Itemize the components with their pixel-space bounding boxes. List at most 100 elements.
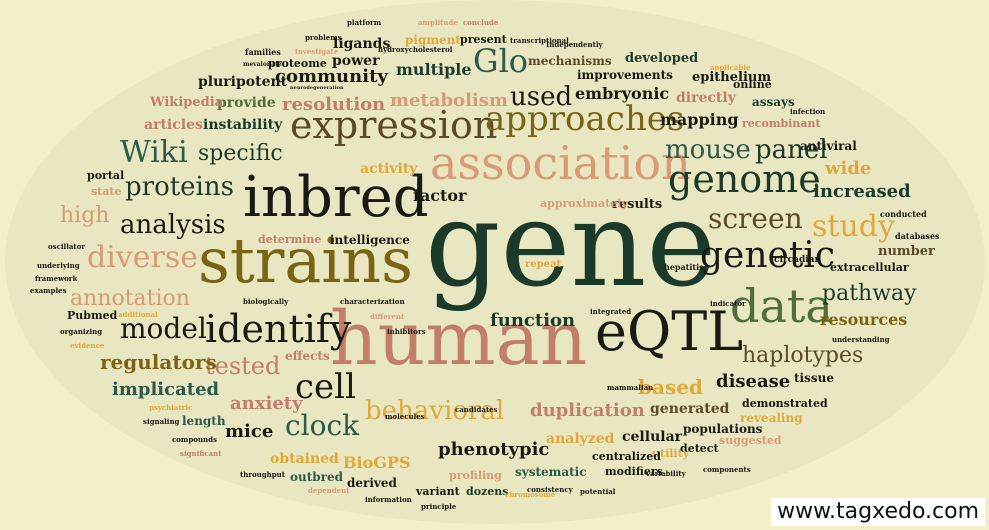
cloud-word: assays <box>752 95 795 109</box>
cloud-word: mice <box>225 421 274 442</box>
cloud-word: oscillator <box>48 242 85 251</box>
cloud-word: dependent <box>308 486 350 495</box>
cloud-word: throughput <box>240 470 285 479</box>
cloud-word: approximately <box>540 197 628 210</box>
cloud-word: based <box>638 375 703 399</box>
cloud-word: ligands <box>333 36 391 52</box>
cloud-word: repeat <box>525 259 562 270</box>
cloud-word: chromosome <box>505 490 556 499</box>
cloud-word: epithelium <box>692 70 772 85</box>
cloud-word: molecules <box>385 412 425 421</box>
cloud-word: analysis <box>120 210 226 240</box>
cloud-word: pigment <box>405 33 461 47</box>
cloud-word: portal <box>87 169 125 182</box>
cloud-word: resolution <box>282 94 386 115</box>
cloud-word: anxiety <box>230 393 303 414</box>
cloud-word: model <box>120 312 207 345</box>
cloud-word: used <box>510 82 573 112</box>
cloud-word: framework <box>35 274 78 283</box>
cloud-word: signaling <box>143 417 180 426</box>
cloud-word: integrated <box>590 307 632 316</box>
cloud-word: problems <box>305 33 342 42</box>
cloud-word: multiple <box>396 60 472 79</box>
cloud-word: activity <box>360 161 418 177</box>
cloud-word: information <box>365 495 412 504</box>
cloud-word: duplication <box>530 400 645 421</box>
cloud-word: behavioral <box>365 396 505 426</box>
cloud-word: identify <box>205 307 352 351</box>
cloud-word: organizing <box>60 327 103 336</box>
cloud-word: power <box>332 53 380 69</box>
cloud-word: human <box>330 296 588 382</box>
cloud-word: platform <box>347 18 382 27</box>
cloud-word: Glo <box>473 42 529 80</box>
cloud-word: wide <box>825 158 872 179</box>
cloud-word: utility <box>652 447 690 460</box>
cloud-word: effects <box>285 349 330 363</box>
cloud-word: profiling <box>449 469 502 482</box>
cloud-word: factor <box>413 186 467 205</box>
cloud-word: principle <box>421 502 457 511</box>
cloud-word: indicator <box>710 299 746 308</box>
cloud-word: data <box>730 279 833 333</box>
cloud-word: amplitude <box>418 18 458 27</box>
cloud-word: genome <box>668 157 821 201</box>
cloud-word: mammalian <box>607 383 654 392</box>
cloud-word: circadian <box>774 255 822 265</box>
cloud-word: variant <box>416 485 460 498</box>
cloud-word: proteome <box>268 57 327 70</box>
cloud-word: eQTL <box>595 300 744 363</box>
cloud-word: consistency <box>527 485 573 494</box>
cloud-word: community <box>275 66 388 87</box>
cloud-word: strains <box>198 224 413 297</box>
cloud-word: online <box>733 78 772 91</box>
cloud-word: modifiers <box>605 465 663 478</box>
cloud-word: Pubmed <box>67 309 118 322</box>
cloud-word: databases <box>895 231 940 241</box>
cloud-word: metabolism <box>390 90 508 111</box>
cloud-word: variability <box>646 469 686 478</box>
cloud-word: populations <box>683 422 763 436</box>
cloud-word: conducted <box>880 209 927 219</box>
cloud-word: mouse <box>665 135 751 165</box>
cloud-word: extracellular <box>830 261 909 274</box>
cloud-word: biologically <box>243 297 289 306</box>
cloud-word: regulators <box>100 350 217 374</box>
cloud-word: outbred <box>290 470 344 484</box>
cloud-word: neurodegeneration <box>290 85 344 91</box>
cloud-word: analyzed <box>546 431 615 447</box>
credit-watermark[interactable]: www.tagxedo.com <box>771 498 985 526</box>
cloud-word: number <box>878 244 935 259</box>
cloud-word: gene <box>425 175 717 313</box>
cloud-word: present <box>460 33 507 46</box>
cloud-word: disease <box>716 371 791 392</box>
cloud-word: state <box>91 185 122 198</box>
cloud-word: phenotypic <box>438 439 550 460</box>
cloud-word: haplotypes <box>742 343 864 368</box>
cloud-word: determine <box>258 233 322 246</box>
cloud-word: instability <box>203 117 283 133</box>
cloud-word: Wikipedia <box>150 95 224 110</box>
cloud-word: expression <box>290 103 498 147</box>
cloud-word: pathway <box>822 281 917 306</box>
cloud-word: investigate <box>295 47 339 56</box>
cloud-word: function <box>490 310 576 331</box>
cloud-word: derived <box>347 476 397 490</box>
cloud-word: underlying <box>37 261 80 270</box>
cloud-word: developed <box>625 51 699 66</box>
cloud-word: BioGPS <box>343 453 411 472</box>
cloud-word: infection <box>790 107 826 116</box>
cloud-word: obtained <box>270 451 339 467</box>
cloud-word: understanding <box>832 335 890 344</box>
cloud-word: compounds <box>172 435 217 444</box>
cloud-word: psychiatric <box>149 403 193 412</box>
cloud-word: generated <box>650 401 730 417</box>
cloud-word: provide <box>217 95 276 111</box>
cloud-word: examples <box>30 286 67 295</box>
cloud-word: antiviral <box>800 139 857 153</box>
cloud-word: results <box>612 197 663 212</box>
cloud-word: systematic <box>515 465 587 479</box>
cloud-word: dozens <box>466 485 509 498</box>
